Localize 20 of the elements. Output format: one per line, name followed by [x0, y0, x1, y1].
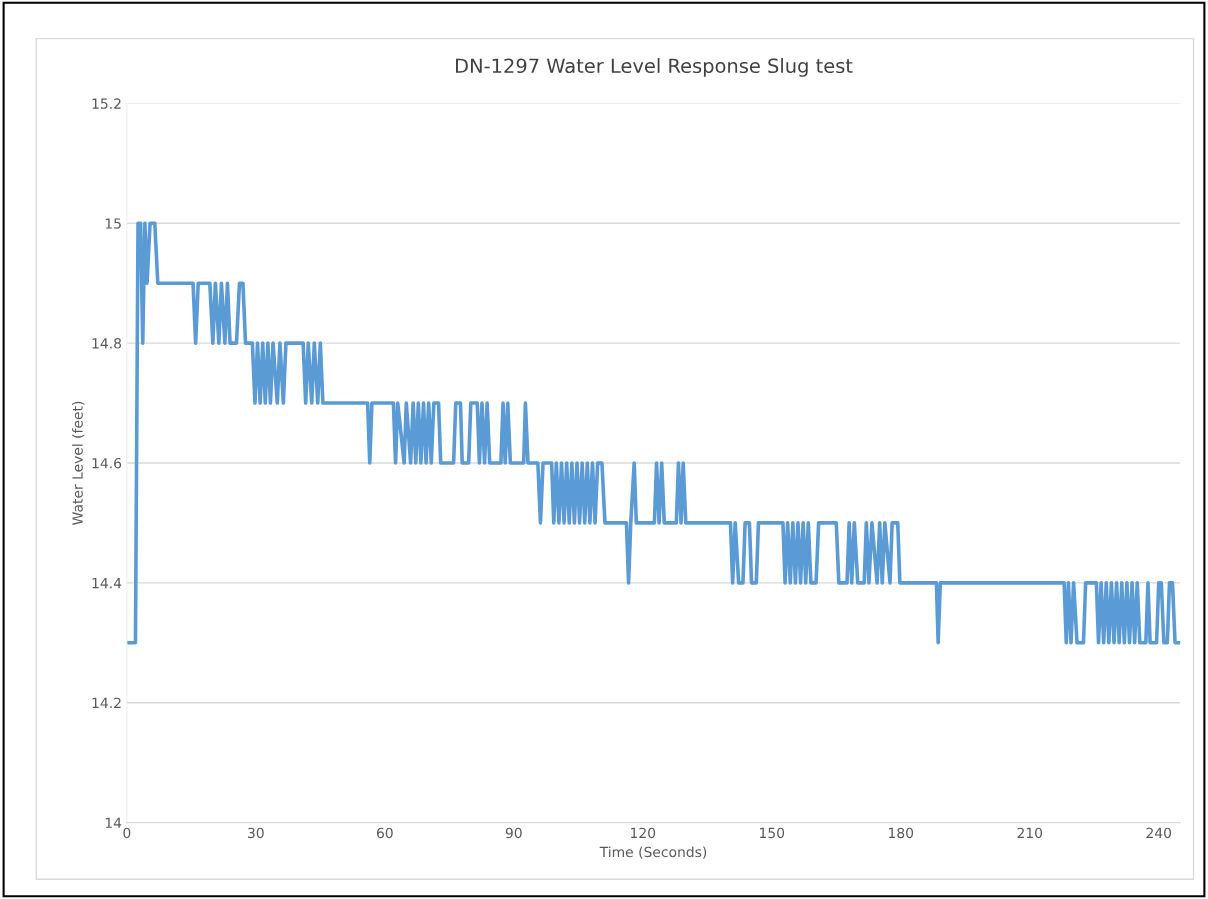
y-tick-label: 15 [105, 218, 121, 229]
y-tick-label: 14.6 [92, 457, 122, 469]
x-tick-label: 0 [123, 827, 131, 839]
y-tick-label: 14.4 [92, 578, 122, 589]
x-tick-label: 90 [505, 827, 522, 839]
x-tick-label: 240 [1146, 827, 1172, 839]
y-tick-label: 14.2 [92, 697, 121, 708]
x-tick-label: 150 [760, 827, 785, 839]
x-tick-label: 180 [889, 827, 914, 839]
chart-title: DN-1297 Water Level Response Slug test [456, 58, 853, 77]
x-tick-label: 120 [631, 827, 656, 839]
y-axis-title: Water Level (feet) [72, 401, 85, 525]
line-series [126, 221, 1181, 645]
x-axis-title: Time (Seconds) [599, 846, 707, 859]
y-tick-label: 14.8 [92, 338, 122, 349]
x-tick-label: 210 [1017, 827, 1043, 839]
x-tick-label: 30 [248, 827, 264, 839]
x-tick-label: 60 [376, 827, 393, 839]
y-tick-label: 14 [105, 817, 122, 828]
y-tick-label: 15.2 [92, 98, 121, 109]
